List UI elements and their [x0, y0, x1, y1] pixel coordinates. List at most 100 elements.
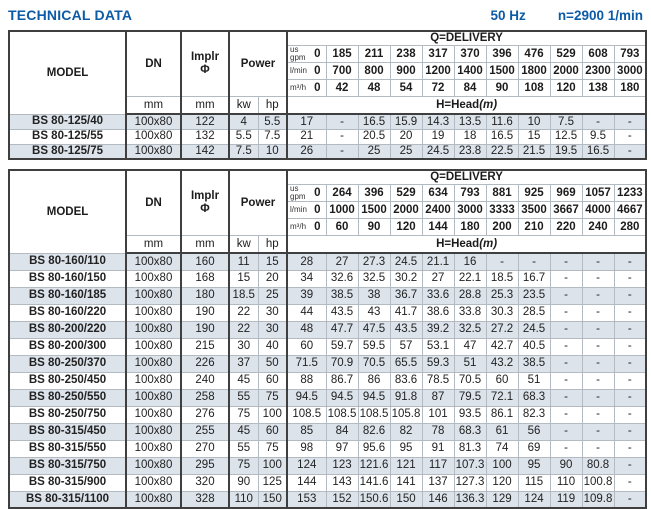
model-cell: BS 80-200/220	[8, 320, 127, 339]
head-value-cell: 23.8	[453, 143, 487, 160]
kw-cell: 4	[228, 113, 259, 130]
head-value-cell: -	[325, 128, 359, 145]
kw-cell: 30	[228, 337, 259, 356]
table-row: BS 80-160/150 100x80 168 15 20 34 32.6 32.5 30.2…	[8, 269, 647, 288]
kw-cell: 15	[228, 269, 259, 288]
q-value-cell: 60	[325, 218, 359, 236]
impeller-unit: mm	[180, 96, 230, 115]
head-value-cell: 84	[325, 422, 359, 441]
table-row: BS 80-125/55 100x80 132 5.5 7.5 21-20.5 20 19 18…	[8, 128, 647, 145]
q-value-cell: 210	[517, 218, 551, 236]
head-value-cell: 120	[485, 473, 519, 492]
head-value-cell: -	[549, 388, 583, 407]
head-value-cell: 108.5	[325, 405, 359, 424]
table2-header: MODEL DN Implr Φ Power Q=DELIVERY us gpm …	[8, 169, 647, 254]
q-value-cell: 180	[613, 79, 647, 97]
model-header: MODEL	[8, 169, 127, 254]
impeller-unit: mm	[180, 235, 230, 254]
head-value-cell: 81.3	[453, 439, 487, 458]
q-value-cell: 1000	[325, 201, 359, 219]
q-unit-usgpm: us gpm 0	[286, 45, 327, 63]
head-value-cell: 28.8	[453, 286, 487, 305]
q-value-cell: 238	[389, 45, 423, 63]
table-row: BS 80-315/550 100x80 270 55 75 98 97 95.6 95 91 81…	[8, 439, 647, 458]
q-value-cell: 1400	[453, 62, 487, 80]
hp-cell: 25	[257, 286, 288, 305]
q-value-cell: 2000	[389, 201, 423, 219]
technical-data-table-bs80-125: MODEL DN Implr Φ Power Q=DELIVERY us gpm …	[8, 30, 648, 160]
dn-cell: 100x80	[125, 113, 182, 130]
head-value-cell: 60	[485, 371, 519, 390]
head-value-cell: 30.2	[389, 269, 423, 288]
head-value-cell: 124	[286, 456, 327, 475]
head-value-cell: 28.5	[517, 303, 551, 322]
operating-conditions: 50 Hz n=2900 1/min	[491, 8, 643, 23]
head-value-cell: 68.3	[517, 388, 551, 407]
q-value-cell: 1233	[613, 184, 647, 202]
head-value-cell: 51	[517, 371, 551, 390]
head-header: H=Head(m)	[286, 96, 647, 115]
head-value-cell: -	[325, 143, 359, 160]
hp-cell: 5.5	[257, 113, 288, 130]
power-header: Power	[227, 169, 288, 236]
head-value-cell: -	[613, 405, 647, 424]
speed-label: n=2900 1/min	[557, 8, 643, 23]
dn-cell: 100x80	[125, 286, 182, 305]
head-value-cell: 17	[286, 113, 327, 130]
table1-body: BS 80-125/40 100x80 122 4 5.5 17-16.5 15.9 14.3…	[8, 113, 647, 160]
q-row-usgpm: us gpm 0 185 211 238 317 370 396 476 529 608 793	[9, 45, 647, 63]
q-value-cell: 396	[357, 184, 391, 202]
head-value-cell: 90	[549, 456, 583, 475]
q-value-cell: 1500	[357, 201, 391, 219]
impeller-cell: 270	[180, 439, 230, 458]
table-row: BS 80-315/750 100x80 295 75 100 124 123 121.6 12…	[8, 456, 647, 475]
head-value-cell: 70.5	[357, 354, 391, 373]
q-value-cell: 2400	[421, 201, 455, 219]
head-value-cell: -	[581, 252, 615, 271]
dn-unit: mm	[125, 96, 182, 115]
q-value-cell: 793	[613, 45, 647, 63]
hp-unit: hp	[257, 96, 288, 115]
impeller-cell: 190	[180, 320, 230, 339]
head-value-cell: -	[549, 422, 583, 441]
q-value-cell: 240	[581, 218, 615, 236]
q-unit-m3h: m³/h 0	[286, 218, 327, 236]
head-value-cell: -	[613, 422, 647, 441]
kw-cell: 22	[228, 303, 259, 322]
table-row: BS 80-250/450 100x80 240 45 60 88 86.7 86 83.6 78…	[8, 371, 647, 390]
head-value-cell: 10	[517, 113, 551, 130]
head-value-cell: 91	[421, 439, 455, 458]
q-row-usgpm: us gpm 0 264 396 529 634 793 881 925 969 1057 1233	[9, 184, 647, 202]
head-value-cell: 9.5	[581, 128, 615, 145]
head-value-cell: 19	[421, 128, 455, 145]
head-value-cell: -	[613, 128, 647, 145]
model-header: MODEL	[8, 30, 127, 115]
dn-cell: 100x80	[125, 354, 182, 373]
kw-cell: 55	[228, 388, 259, 407]
head-value-cell: 69	[517, 439, 551, 458]
head-value-cell: 100.8	[581, 473, 615, 492]
q-value-cell: 200	[485, 218, 519, 236]
head-value-cell: 16.5	[485, 128, 519, 145]
impeller-cell: 132	[180, 128, 230, 145]
table1-header: MODEL DN Implr Φ Power Q=DELIVERY us gpm …	[8, 30, 647, 115]
table-row: BS 80-315/450 100x80 255 45 60 85 84 82.6 82 78 68…	[8, 422, 647, 441]
head-value-cell: 26	[286, 143, 327, 160]
q-value-cell: 1057	[581, 184, 615, 202]
head-value-cell: 72.1	[485, 388, 519, 407]
q-value-cell: 220	[549, 218, 583, 236]
head-value-cell: 143	[325, 473, 359, 492]
head-value-cell: 115	[517, 473, 551, 492]
head-value-cell: 127.3	[453, 473, 487, 492]
head-value-cell: 28	[286, 252, 327, 271]
head-value-cell: -	[581, 354, 615, 373]
q-value-cell: 634	[421, 184, 455, 202]
head-value-cell: -	[613, 286, 647, 305]
head-value-cell: 40.5	[517, 337, 551, 356]
head-value-cell: 51	[453, 354, 487, 373]
units-row: mm mm kw hp H=Head(m)	[9, 96, 647, 115]
head-value-cell: 38.5	[325, 286, 359, 305]
head-value-cell: 20.5	[357, 128, 391, 145]
page-title: TECHNICAL DATA	[8, 7, 133, 23]
